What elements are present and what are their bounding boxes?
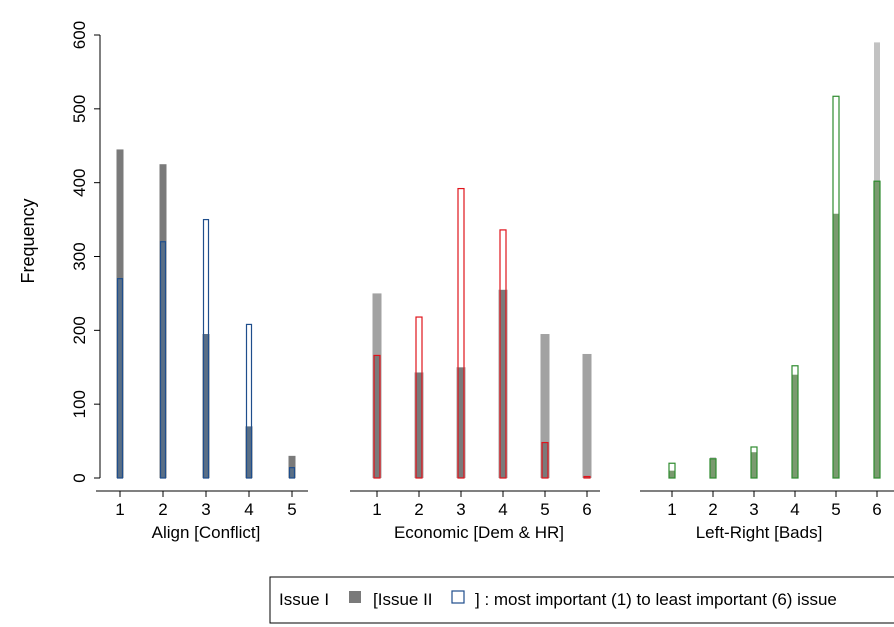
bar-issue2 xyxy=(202,218,210,479)
bar-overlap xyxy=(584,476,590,478)
bar-issue2-empty xyxy=(792,365,798,375)
bar-issue2 xyxy=(457,187,465,479)
bar-issue2-empty xyxy=(246,324,252,427)
panel-3: 1 2 3 4 5 6 Left-Right [Bads] xyxy=(640,42,894,542)
legend-box xyxy=(269,576,894,624)
bar-issue2 xyxy=(873,180,881,479)
bar-issue2-empty xyxy=(416,317,422,373)
y-tick-label: 200 xyxy=(70,316,89,344)
bar-issue2 xyxy=(583,475,591,479)
bar-issue2-empty xyxy=(833,96,839,214)
bar-issue2 xyxy=(750,446,758,479)
x-tick-label: 2 xyxy=(158,500,167,519)
legend-issue1-label: Issue I xyxy=(279,590,329,609)
panels: 1 2 3 4 5 Align [Conflict] 1 2 3 4 5 6 Economic [Dem… xyxy=(96,42,894,542)
bar-issue2 xyxy=(288,467,296,479)
bar-issue2 xyxy=(709,458,717,479)
bar-issue2 xyxy=(832,95,840,479)
x-tick-label: 4 xyxy=(790,500,799,519)
x-tick-label: 1 xyxy=(115,500,124,519)
x-tick-label: 6 xyxy=(872,500,881,519)
y-axis-label: Frequency xyxy=(18,198,38,283)
bar-issue2 xyxy=(541,441,549,479)
x-tick-label: 2 xyxy=(414,500,423,519)
x-tick-label: 3 xyxy=(456,500,465,519)
bar-issue2-empty xyxy=(669,463,675,471)
x-tick-label: 5 xyxy=(831,500,840,519)
bar-overlap xyxy=(289,467,295,478)
bar-overlap xyxy=(416,372,422,478)
bar-overlap xyxy=(874,181,880,478)
bar-overlap xyxy=(542,442,548,478)
legend-issue2-label: [Issue II xyxy=(373,590,433,609)
x-tick-label: 4 xyxy=(244,500,253,519)
bar-issue2 xyxy=(415,316,423,479)
y-tick-label: 500 xyxy=(70,95,89,123)
x-axis-label: Left-Right [Bads] xyxy=(696,523,823,542)
x-tick-label: 6 xyxy=(582,500,591,519)
legend: Issue I [Issue II ] : most important (1)… xyxy=(269,576,894,624)
x-axis-label: Economic [Dem & HR] xyxy=(394,523,564,542)
y-tick-label: 0 xyxy=(70,473,89,482)
bar-overlap xyxy=(458,367,464,478)
bar-overlap xyxy=(246,426,252,478)
x-tick-label: 5 xyxy=(540,500,549,519)
bar-issue1 xyxy=(288,455,296,478)
legend-issue2-swatch xyxy=(451,590,465,604)
bar-issue2-empty xyxy=(203,219,209,335)
bar-issue1 xyxy=(540,334,550,478)
y-tick-label: 300 xyxy=(70,242,89,270)
bar-issue2 xyxy=(791,365,799,479)
x-tick-label: 5 xyxy=(287,500,296,519)
bar-issue2 xyxy=(116,278,124,479)
bar-overlap xyxy=(751,452,757,478)
bar-issue2-empty xyxy=(500,229,506,290)
x-tick-label: 1 xyxy=(667,500,676,519)
bar-overlap xyxy=(710,458,716,478)
panel-1: 1 2 3 4 5 Align [Conflict] xyxy=(96,149,308,542)
bar-overlap xyxy=(117,278,123,478)
x-tick-label: 3 xyxy=(201,500,210,519)
bar-overlap xyxy=(160,241,166,478)
bar-overlap xyxy=(833,213,839,478)
x-tick-label: 1 xyxy=(372,500,381,519)
bar-overlap xyxy=(669,470,675,478)
bar-overlap xyxy=(792,374,798,478)
bar-overlap xyxy=(203,334,209,478)
bar-issue2 xyxy=(245,323,253,479)
bar-issue2 xyxy=(373,354,381,479)
x-tick-label: 2 xyxy=(708,500,717,519)
legend-issue1-swatch xyxy=(349,591,361,603)
legend-description: ] : most important (1) to least importan… xyxy=(475,590,837,609)
bar-issue2 xyxy=(159,241,167,479)
panel-2: 1 2 3 4 5 6 Economic [Dem & HR] xyxy=(350,187,600,542)
y-axis: 0 100 200 300 400 500 600 xyxy=(70,21,101,483)
bar-issue2-empty xyxy=(458,188,464,368)
y-tick-label: 600 xyxy=(70,21,89,49)
x-tick-label: 3 xyxy=(749,500,758,519)
y-tick-label: 400 xyxy=(70,168,89,196)
bar-overlap xyxy=(374,355,380,478)
bar-issue2-empty xyxy=(751,446,757,453)
bar-issue2 xyxy=(499,229,507,479)
x-tick-label: 4 xyxy=(498,500,507,519)
bar-overlap xyxy=(500,289,506,478)
bar-issue1 xyxy=(582,353,592,478)
bar-issue2 xyxy=(668,462,676,479)
y-tick-label: 100 xyxy=(70,390,89,418)
x-axis-label: Align [Conflict] xyxy=(152,523,261,542)
